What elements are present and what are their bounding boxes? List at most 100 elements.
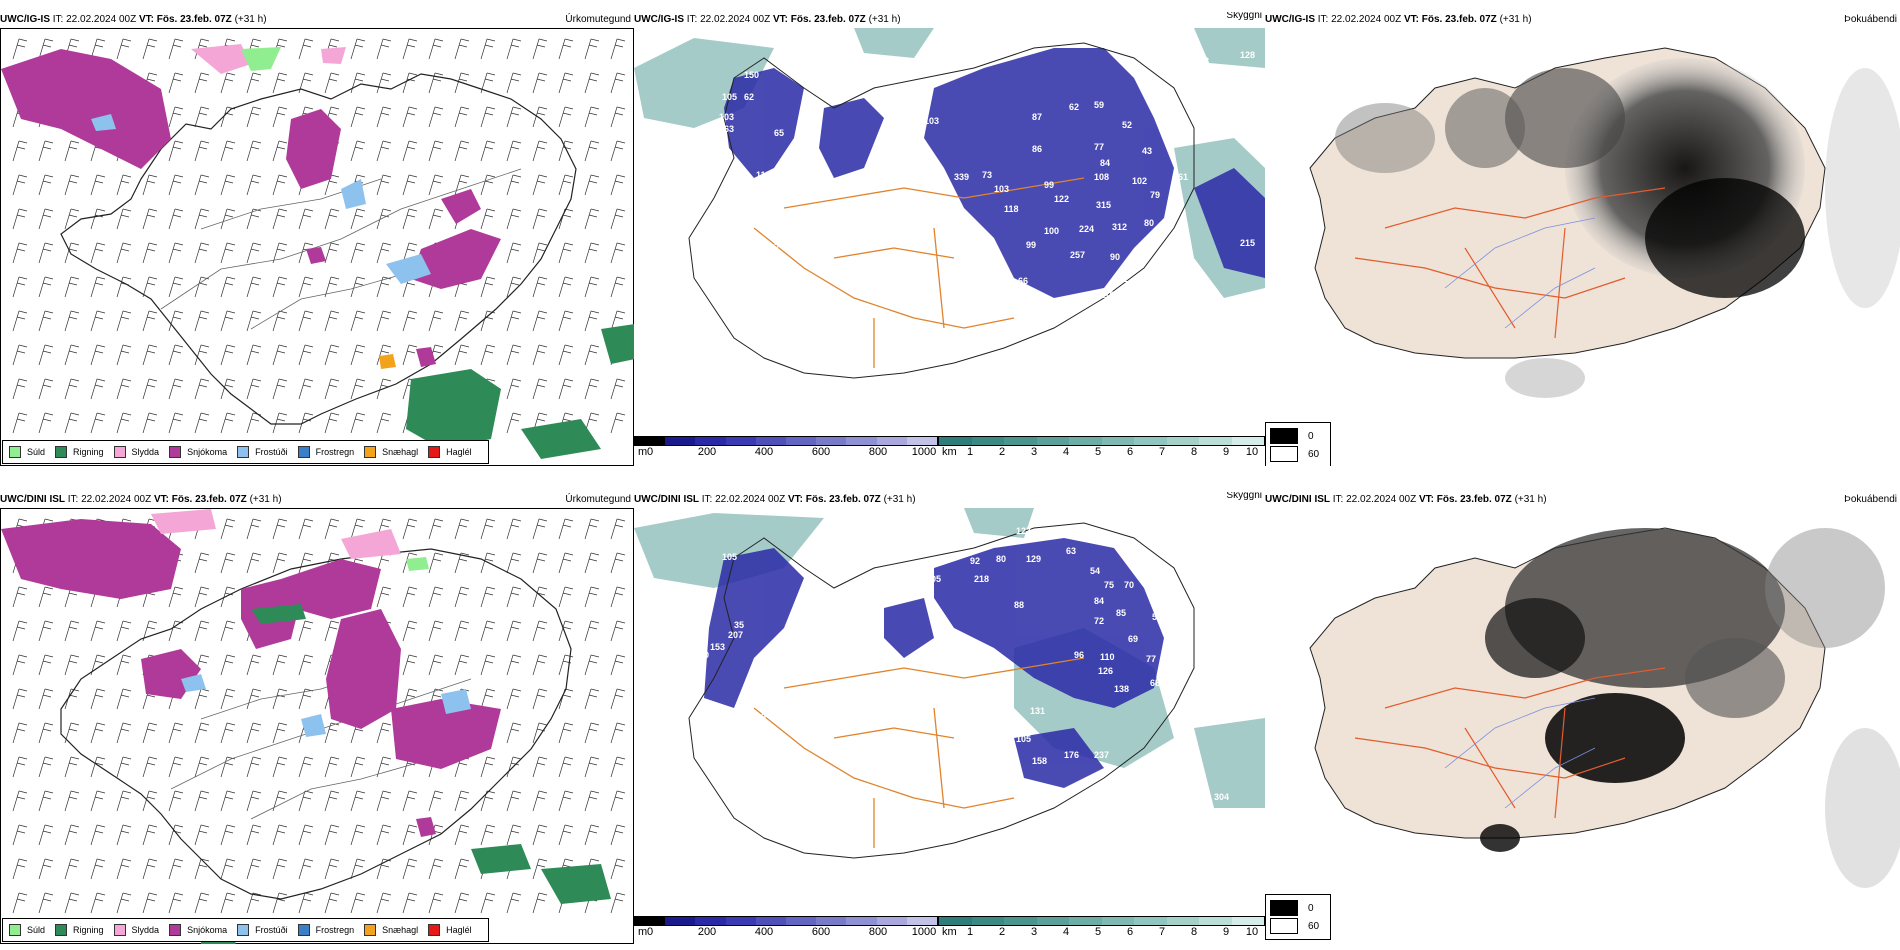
wind-barb (246, 518, 262, 540)
lead-time: (+31 h) (249, 494, 282, 505)
visibility-panel-bottom: UWC/DINI ISL IT: 22.02.2024 00Z VT: Fös.… (634, 492, 1265, 944)
wind-barb (64, 140, 80, 162)
wind-barb (220, 552, 236, 574)
precip-legend: Súld Rigning Slydda Snjókoma Frostúði Fr… (2, 440, 489, 464)
legend-swatch (364, 924, 377, 936)
vis-label: 103 (924, 116, 939, 126)
colorbar-tick: 600 (811, 446, 831, 458)
vis-label: 75 (1104, 580, 1114, 590)
wind-barb (584, 518, 600, 540)
wind-barb (246, 174, 262, 196)
wind-barb (194, 276, 210, 298)
wind-barb (584, 790, 600, 812)
vis-label: 103 (719, 112, 734, 122)
colorbar-tick: 1 (966, 926, 974, 938)
wind-barb (324, 208, 340, 230)
wind-barb (610, 552, 626, 574)
vis-label: 311 (994, 718, 1009, 728)
vt-value: Fös. 23.feb. 07Z (171, 494, 247, 505)
wind-barb (454, 654, 470, 676)
wind-barb (38, 344, 54, 366)
wind-barb (610, 38, 626, 60)
colorbar-tick: 200 (697, 446, 717, 458)
wind-barb (194, 106, 210, 128)
wind-barb (454, 892, 470, 914)
wind-barb (272, 140, 288, 162)
wind-barb (64, 892, 80, 914)
wind-barb (142, 344, 158, 366)
fog-legend-swatch (1270, 900, 1298, 916)
wind-barb (428, 892, 444, 914)
wind-barb (90, 790, 106, 812)
wind-barb (220, 276, 236, 298)
colorbar-tick: 6 (1126, 926, 1134, 938)
wind-barb (610, 242, 626, 264)
wind-barb (454, 344, 470, 366)
vis-label: 102 (1132, 176, 1147, 186)
colorbar-unit: m (638, 926, 648, 938)
wind-barb (610, 208, 626, 230)
wind-barb (64, 412, 80, 434)
wind-barb (38, 858, 54, 880)
colorbar-tick: 800 (868, 926, 888, 938)
wind-barb (90, 412, 106, 434)
wind-barb (428, 106, 444, 128)
wind-barb (532, 722, 548, 744)
wind-barb (584, 688, 600, 710)
wind-barb (584, 174, 600, 196)
vis-label: 158 (1032, 756, 1047, 766)
fog-legend-swatch (1270, 428, 1298, 444)
wind-barb (558, 38, 574, 60)
legend-swatch (297, 924, 310, 936)
legend-swatch (169, 446, 182, 458)
wind-barb (402, 688, 418, 710)
wind-barb (272, 276, 288, 298)
roads (1354, 187, 1666, 339)
wind-barb (12, 38, 28, 60)
wind-barb (324, 310, 340, 332)
wind-barb (38, 378, 54, 400)
vis-label: 207 (728, 630, 743, 640)
visibility-map-svg: 105 127 80 92 129 63 54 75 70 96 105 218… (634, 508, 1265, 859)
wind-barb (376, 858, 392, 880)
vis-label: 105 (1016, 734, 1031, 744)
wind-barb (376, 106, 392, 128)
wind-barb (506, 586, 522, 608)
wind-barb (90, 892, 106, 914)
wind-barb (90, 620, 106, 642)
colorbar-segment (1069, 917, 1102, 925)
vis-label: 79 (1150, 190, 1160, 200)
legend-swatch (9, 924, 21, 936)
wind-barb (220, 756, 236, 778)
wind-barb (428, 552, 444, 574)
wind-barb (350, 310, 366, 332)
wind-barb (402, 106, 418, 128)
wind-barb (506, 518, 522, 540)
vis-label: 59 (1094, 100, 1104, 110)
vt-label: VT: (772, 14, 788, 25)
wind-barb (38, 722, 54, 744)
wind-barb (194, 344, 210, 366)
lead-time: (+31 h) (1514, 494, 1547, 505)
colorbar-tick: 7 (1158, 926, 1166, 938)
wind-barb (298, 858, 314, 880)
wind-barb (220, 310, 236, 332)
wind-barb (298, 276, 314, 298)
legend-item: Snæhagl (364, 446, 418, 458)
legend-swatch (9, 446, 21, 458)
wind-barb (194, 892, 210, 914)
wind-barb (272, 208, 288, 230)
legend-label: Frostregn (315, 447, 355, 457)
wind-barb (402, 344, 418, 366)
wind-barb (402, 824, 418, 846)
wind-barb (480, 140, 496, 162)
colorbar-segment (755, 917, 787, 925)
wind-barb (454, 790, 470, 812)
wind-barb (350, 412, 366, 434)
wind-barb (246, 688, 262, 710)
wind-barb (480, 208, 496, 230)
legend-swatch (169, 924, 182, 936)
colorbar-strip (634, 436, 938, 446)
colorbar-tick: 10 (1245, 926, 1259, 938)
wind-barb (584, 552, 600, 574)
